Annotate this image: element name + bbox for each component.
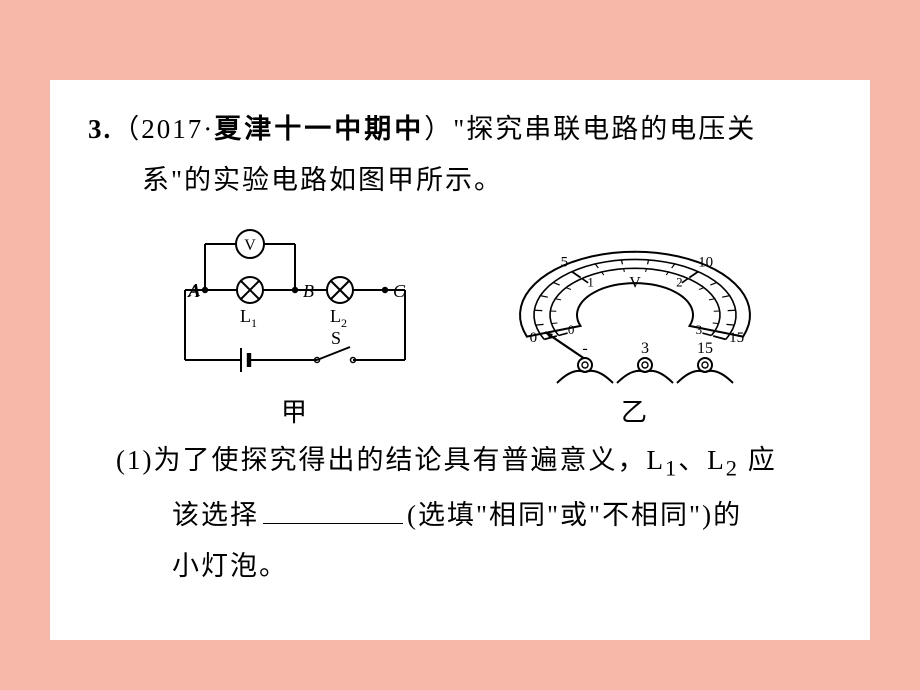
svg-text:0: 0 (568, 322, 575, 337)
voltmeter-diagram: 0 5 10 15 0 1 2 3 V - 3 15 (505, 215, 765, 390)
subq-line-1: (1)为了使探究得出的结论具有普遍意义，L1、L2 应 (116, 435, 832, 490)
circuit-figure: VAABCL1L2S 甲 (155, 220, 435, 429)
answer-blank[interactable] (263, 494, 403, 524)
meter-label: 乙 (505, 392, 765, 429)
meter-figure: 0 5 10 15 0 1 2 3 V - 3 15 乙 (505, 215, 765, 429)
svg-text:L: L (330, 306, 341, 326)
svg-text:10: 10 (698, 254, 713, 270)
figures-row: VAABCL1L2S 甲 0510150123V-315 乙 (88, 215, 832, 429)
svg-text:V: V (244, 237, 256, 254)
question-title-1: "探究串联电路的电压关 (453, 114, 756, 144)
svg-text:-: - (582, 340, 587, 357)
svg-text:A: A (187, 281, 200, 301)
subq-line2b: (选填"相同"或"不相同")的 (407, 500, 742, 530)
source-bold: 夏津十一中期中 (214, 114, 424, 144)
svg-text:0: 0 (530, 330, 538, 346)
subq-line3: 小灯泡。 (172, 551, 288, 581)
subq-line2a: 该选择 (172, 500, 259, 530)
subq-sub2: 2 (726, 455, 739, 480)
subq-mid: 、L (678, 445, 726, 475)
svg-text:S: S (331, 328, 341, 348)
question-title-2: 系"的实验电路如图甲所示。 (142, 165, 503, 195)
circuit-label: 甲 (155, 392, 435, 429)
svg-text:3: 3 (696, 322, 703, 337)
circuit-diagram: VAABCL1L2S (155, 220, 435, 390)
source-prefix: （2017· (112, 114, 214, 144)
svg-text:V: V (629, 274, 641, 291)
svg-text:2: 2 (676, 274, 683, 289)
question-line-1: 3.（2017·夏津十一中期中）"探究串联电路的电压关 (88, 104, 832, 155)
subq-prefix: (1) (116, 445, 153, 475)
question-number: 3. (88, 114, 112, 144)
subq-text1: 为了使探究得出的结论具有普遍意义，L (153, 445, 665, 475)
source-suffix: ） (424, 114, 453, 144)
svg-text:B: B (303, 281, 314, 301)
svg-text:5: 5 (561, 254, 569, 270)
svg-text:15: 15 (729, 330, 744, 346)
svg-text:3: 3 (641, 340, 649, 357)
svg-text:C: C (393, 281, 406, 301)
svg-text:1: 1 (587, 274, 594, 289)
content-card: 3.（2017·夏津十一中期中）"探究串联电路的电压关 系"的实验电路如图甲所示… (50, 80, 870, 640)
subq-text2: 应 (739, 445, 777, 475)
subq-sub1: 1 (665, 455, 678, 480)
svg-text:L: L (240, 306, 251, 326)
sub-question: (1)为了使探究得出的结论具有普遍意义，L1、L2 应 该选择 (选填"相同"或"… (88, 435, 832, 593)
svg-text:2: 2 (341, 316, 347, 330)
question-line-2: 系"的实验电路如图甲所示。 (88, 155, 832, 206)
subq-line-3: 小灯泡。 (116, 541, 832, 592)
subq-line-2: 该选择 (选填"相同"或"不相同")的 (116, 490, 832, 541)
svg-text:1: 1 (251, 316, 257, 330)
svg-text:15: 15 (697, 340, 713, 357)
